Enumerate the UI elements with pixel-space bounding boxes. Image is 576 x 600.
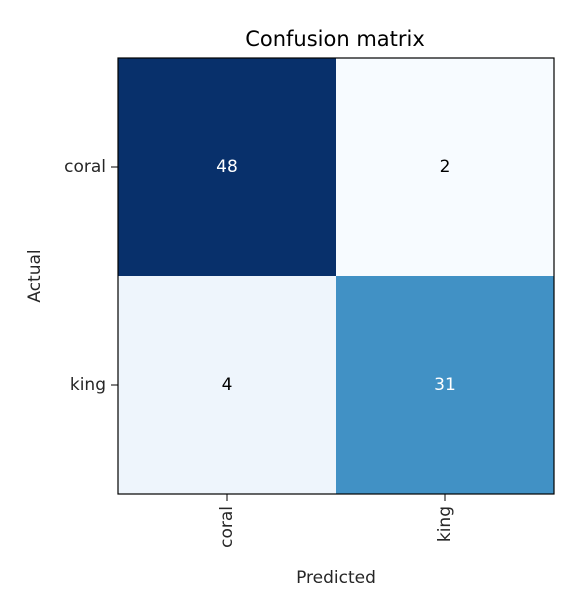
x-axis-label: Predicted xyxy=(296,568,376,588)
heatmap-cells: 48 2 4 31 xyxy=(118,58,554,494)
cell-value-label: 48 xyxy=(216,157,238,177)
x-axis: coral king xyxy=(217,494,455,548)
x-tick-label: coral xyxy=(217,506,237,548)
cell-value-label: 4 xyxy=(222,375,233,395)
cell-value-label: 31 xyxy=(434,375,456,395)
heatmap-cell xyxy=(118,276,336,494)
heatmap-cell xyxy=(336,276,554,494)
heatmap-cell xyxy=(336,58,554,276)
y-axis: coral king xyxy=(64,157,118,395)
x-tick-label: king xyxy=(435,506,455,542)
plot-frame xyxy=(117,57,555,495)
y-tick-label: coral xyxy=(64,157,106,177)
cell-value-label: 2 xyxy=(440,157,451,177)
chart-title: Confusion matrix xyxy=(245,27,425,51)
y-axis-label: Actual xyxy=(25,249,45,302)
y-tick-label: king xyxy=(70,375,106,395)
heatmap-cell xyxy=(118,58,336,276)
